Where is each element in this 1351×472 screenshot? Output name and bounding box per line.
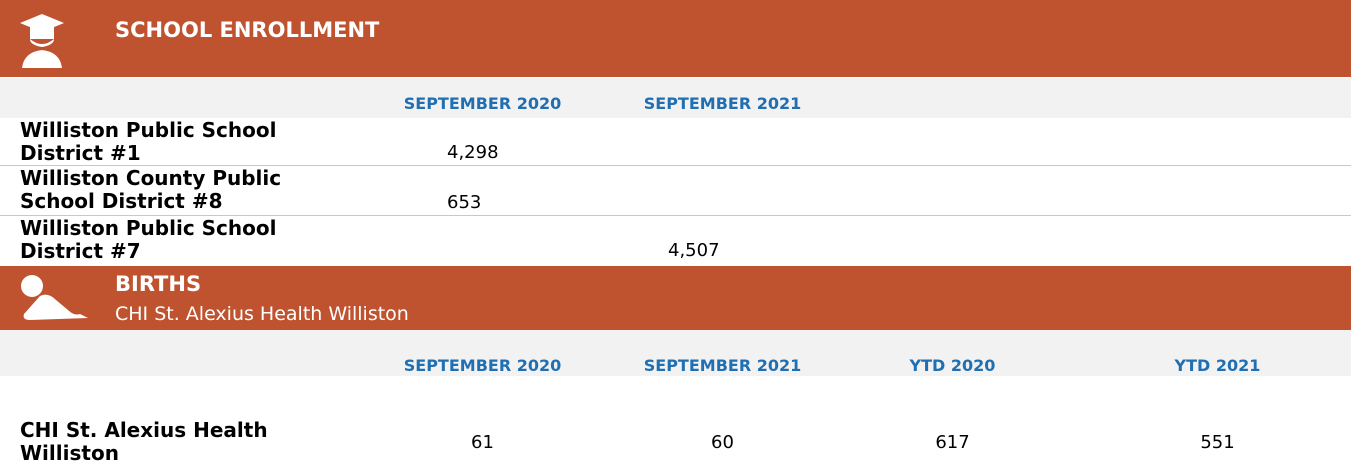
table-row: CHI St. Alexius Health Williston 61 60 6… [0, 376, 1351, 472]
cell: 617 [935, 432, 970, 453]
column-header: SEPTEMBER 2020 [403, 356, 562, 375]
column-header: SEPTEMBER 2021 [643, 94, 802, 113]
section-title: SCHOOL ENROLLMENT [115, 18, 380, 42]
section-header: BIRTHS CHI St. Alexius Health Williston [0, 266, 1351, 330]
column-header: YTD 2021 [1174, 356, 1261, 375]
column-header: SEPTEMBER 2020 [403, 94, 562, 113]
baby-icon [21, 275, 89, 320]
column-header: YTD 2020 [909, 356, 996, 375]
cell: 61 [471, 432, 494, 453]
row-label: Williston Public School District #7 [20, 216, 277, 263]
row-label: Williston County Public School District … [20, 166, 282, 213]
section-subtitle: CHI St. Alexius Health Williston [115, 303, 409, 325]
column-header-row: SEPTEMBER 2020 SEPTEMBER 2021 YTD 2020 Y… [0, 330, 1351, 376]
column-header-row: SEPTEMBER 2020 SEPTEMBER 2021 [0, 78, 1351, 118]
column-header: SEPTEMBER 2021 [643, 356, 802, 375]
cell: 4,298 [447, 142, 499, 163]
cell: 60 [711, 432, 734, 453]
cell: 653 [447, 192, 482, 213]
graduation-icon [20, 14, 64, 68]
cell: 551 [1200, 432, 1235, 453]
table-row: Williston Public School District #7 4,50… [0, 216, 1351, 266]
section-header: SCHOOL ENROLLMENT [0, 0, 1351, 77]
table-row: Williston County Public School District … [0, 166, 1351, 216]
section-title: BIRTHS [115, 272, 202, 296]
row-label: CHI St. Alexius Health Williston [20, 418, 268, 465]
row-label: Williston Public School District #1 [20, 118, 277, 165]
table-row: Williston Public School District #1 4,29… [0, 118, 1351, 166]
cell: 4,507 [668, 240, 720, 261]
